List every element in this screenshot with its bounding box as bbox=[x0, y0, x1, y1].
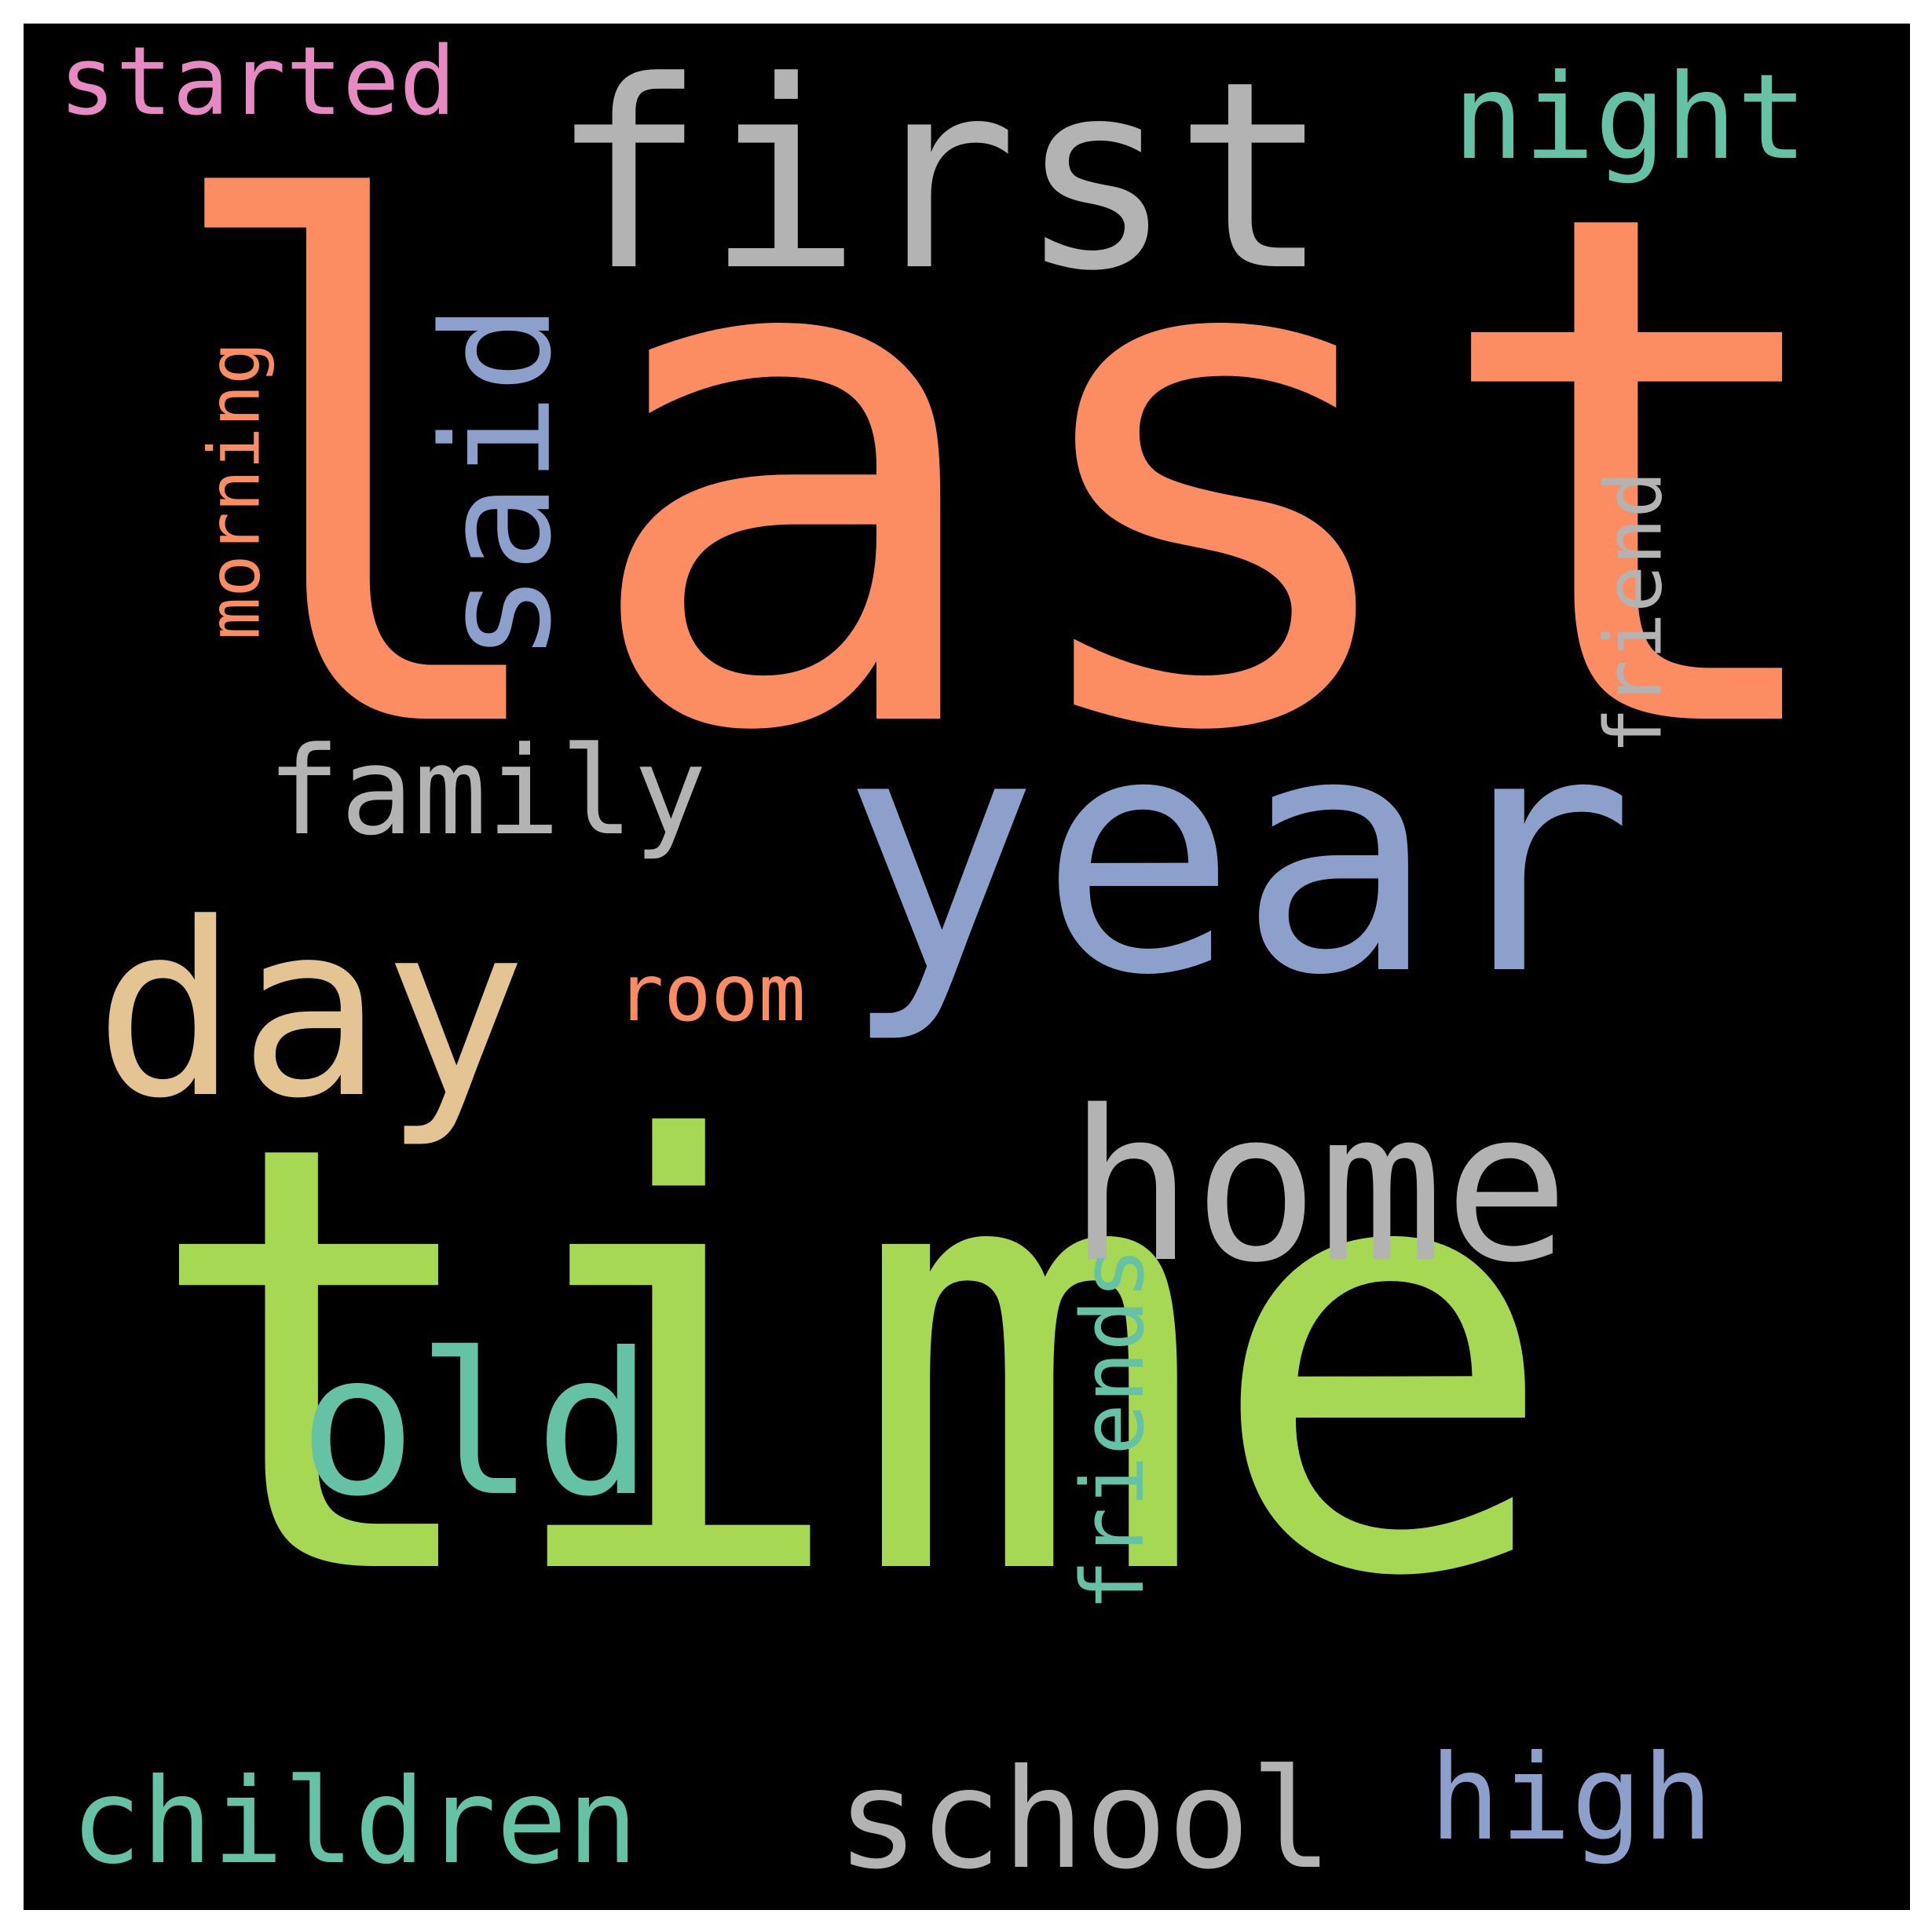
word-time: time bbox=[141, 1019, 1561, 1705]
word-friend: friend bbox=[1587, 470, 1680, 755]
word-friends: friends bbox=[1062, 1247, 1163, 1612]
word-night: night bbox=[1453, 49, 1808, 186]
word-year: year bbox=[840, 664, 1635, 1048]
word-home: home bbox=[1068, 1067, 1570, 1308]
word-high: high bbox=[1429, 1730, 1714, 1867]
word-first: first bbox=[550, 26, 1330, 327]
word-mother: mother bbox=[1897, 1032, 1910, 1316]
word-last: last bbox=[149, 64, 1852, 886]
word-said: said bbox=[410, 303, 584, 663]
word-children: children bbox=[71, 1754, 639, 1890]
word-started: started bbox=[59, 27, 456, 137]
word-cloud-canvas: last time year first home day old said f… bbox=[24, 24, 1910, 1910]
word-morning: morning bbox=[193, 342, 276, 640]
word-school: school bbox=[836, 1740, 1334, 1900]
word-old: old bbox=[298, 1311, 653, 1539]
word-room: room bbox=[617, 947, 806, 1039]
word-family: family bbox=[267, 720, 707, 862]
word-day: day bbox=[94, 872, 527, 1151]
